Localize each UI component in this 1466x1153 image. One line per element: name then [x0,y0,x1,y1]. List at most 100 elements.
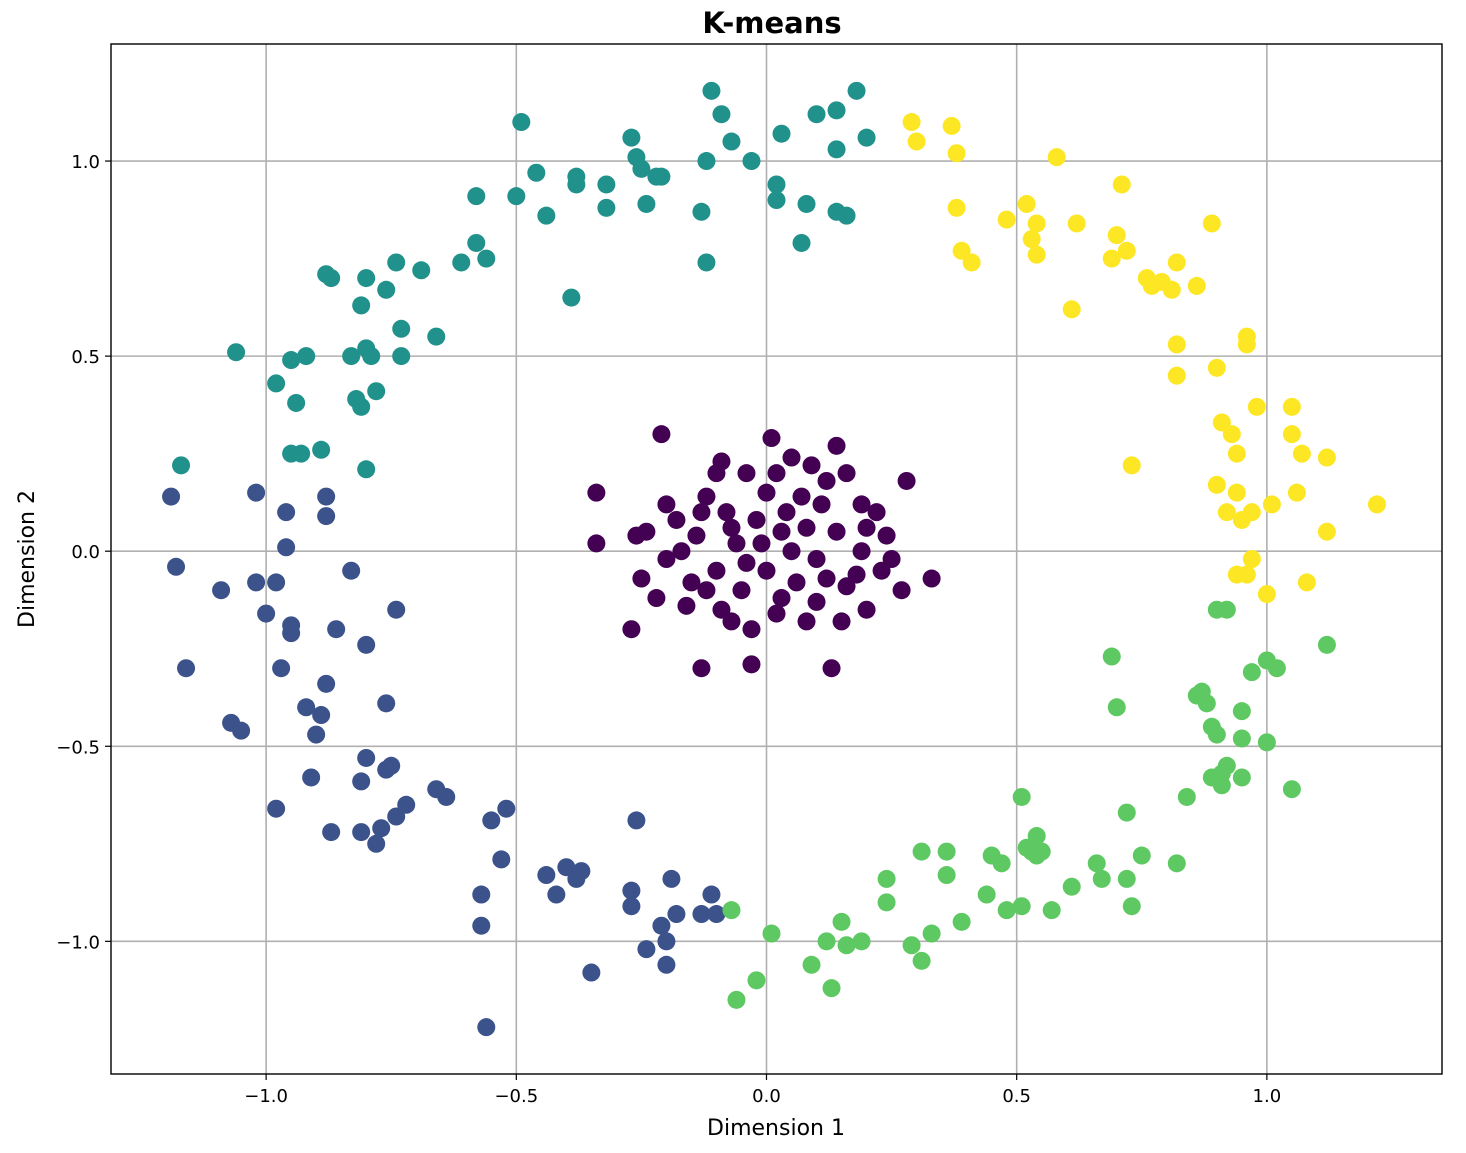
data-point [782,542,801,561]
data-point [747,971,766,990]
data-point [582,963,601,982]
data-point [807,105,826,124]
data-point [777,503,796,522]
data-point [1232,702,1251,721]
data-point [727,534,746,553]
data-point [667,905,686,924]
data-point [1227,444,1246,463]
data-point [427,327,446,346]
data-point [342,561,361,580]
data-point [767,191,786,210]
y-axis-ticks: −1.0 −0.5 0.0 0.5 1.0 [56,152,111,953]
data-point [1062,300,1081,319]
data-point [697,253,716,272]
data-point [1217,503,1236,522]
data-point [1067,214,1086,233]
data-point [1092,869,1111,888]
data-point [1227,483,1246,502]
data-point [267,374,286,393]
data-point [937,866,956,885]
data-point [732,581,751,600]
data-point [912,842,931,861]
data-point [882,550,901,568]
data-point [307,725,326,744]
x-tick-label: 0.0 [752,1086,781,1107]
data-point [722,612,741,631]
data-point [477,1018,496,1037]
data-point [1292,444,1311,463]
cluster-1-points [162,483,726,1037]
data-point [817,569,836,588]
data-point [247,483,266,502]
data-point [937,842,956,861]
data-point [902,113,921,132]
data-point [1232,729,1251,748]
data-point [757,483,776,502]
data-point [832,912,851,931]
y-tick-label: −0.5 [56,737,100,758]
data-point [572,862,591,881]
data-point [277,503,296,522]
data-point [1237,565,1256,584]
cluster-2-points [172,81,876,479]
data-point [1207,358,1226,377]
data-point [652,167,671,186]
data-point [467,233,486,252]
data-point [947,144,966,163]
data-point [267,573,286,592]
data-point [247,573,266,592]
data-point [977,885,996,904]
data-point [352,823,371,842]
data-point [1087,854,1106,873]
data-point [537,866,556,885]
data-point [1232,768,1251,787]
data-point [297,347,316,366]
data-point [557,858,576,877]
data-point [367,382,386,401]
data-point [702,885,721,904]
data-point [952,912,971,931]
data-point [352,397,371,416]
data-point [652,916,671,935]
data-point [1257,733,1276,752]
data-point [382,756,401,775]
data-point [697,581,716,600]
data-point [162,487,181,506]
data-point [772,124,791,143]
data-point [167,557,186,576]
data-point [1242,663,1261,682]
data-point [1122,897,1141,916]
x-tick-label: −0.5 [494,1086,538,1107]
data-point [822,659,841,678]
data-point [587,534,606,553]
data-point [477,249,496,268]
data-point [1242,503,1261,522]
data-point [802,955,821,974]
data-point [922,569,941,588]
data-point [697,152,716,171]
data-point [997,901,1016,920]
data-point [637,194,656,213]
data-point [1122,456,1141,475]
data-point [877,869,896,888]
data-point [892,581,911,600]
data-point [902,936,921,955]
data-point [452,253,471,272]
data-point [1167,335,1186,354]
data-point [737,553,756,572]
data-point [632,159,651,178]
data-point [817,471,836,490]
data-point [1062,877,1081,896]
data-point [317,507,336,526]
data-point [772,589,791,608]
x-axis-label: Dimension 1 [707,1116,845,1141]
data-point [1167,854,1186,873]
data-point [657,550,676,568]
data-point [1217,600,1236,619]
data-point [1297,573,1316,592]
data-point [357,460,376,479]
data-point [1262,495,1281,514]
data-point [857,600,876,619]
data-point [1132,846,1151,865]
